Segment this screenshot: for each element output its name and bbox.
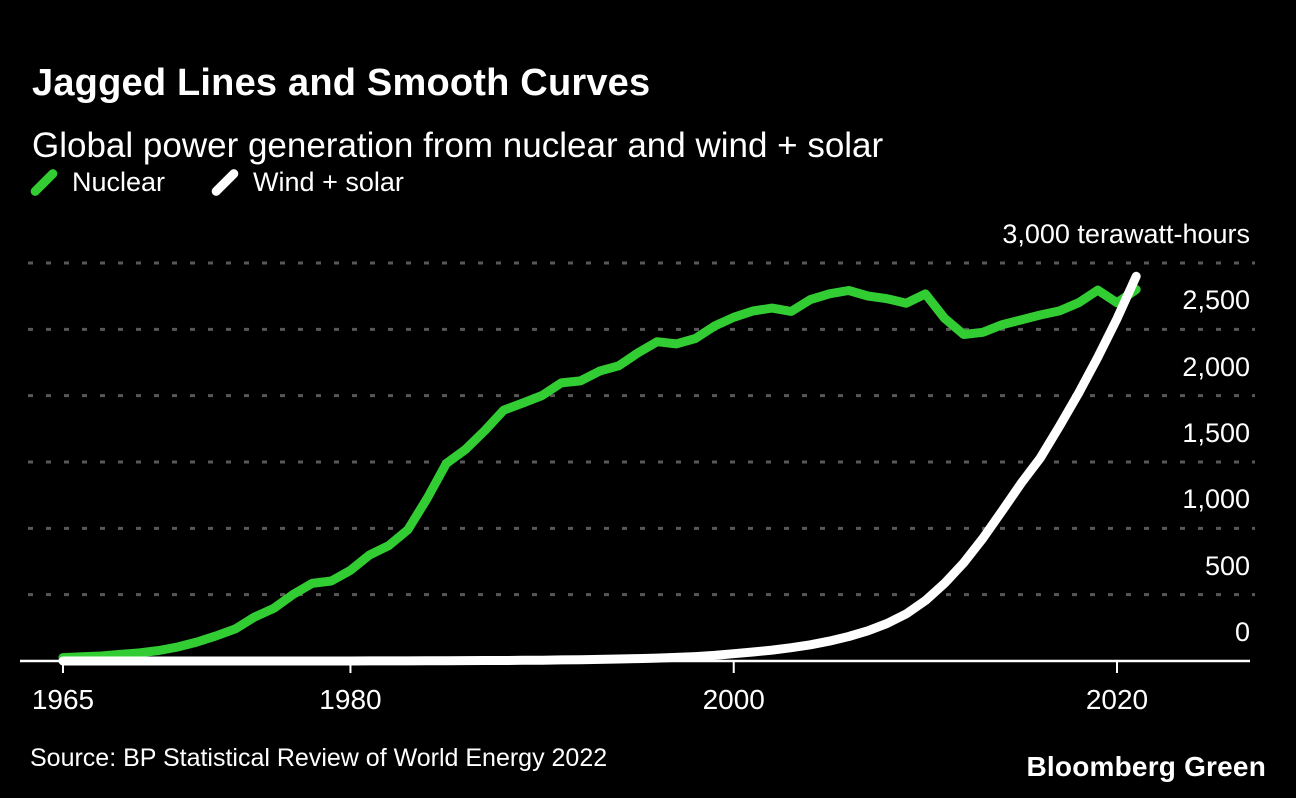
y-axis-label: 2,000 [1182, 351, 1250, 382]
legend-label-nuclear: Nuclear [72, 167, 166, 197]
x-axis-label: 1980 [319, 684, 382, 715]
y-axis-label: 1,500 [1182, 418, 1250, 448]
x-axis-label: 2020 [1085, 684, 1149, 715]
legend: Nuclear Wind + solar [28, 167, 404, 198]
source-note: Source: BP Statistical Review of World E… [30, 744, 608, 772]
y-axis-label: 0 [1234, 617, 1250, 647]
y-axis-label: 1,000 [1182, 484, 1250, 515]
y-axis-label: 500 [1204, 550, 1250, 581]
x-axis-label: 1965 [31, 684, 95, 715]
brand-logo: Bloomberg Green [1026, 751, 1266, 782]
y-axis-label: 3,000 terawatt-hours [1002, 219, 1250, 249]
chart-title: Jagged Lines and Smooth Curves [32, 62, 651, 105]
series-line-nuclear [58, 285, 1141, 663]
y-axis-label: 2,500 [1182, 285, 1250, 316]
chart-subtitle: Global power generation from nuclear and… [32, 126, 884, 165]
legend-label-wind-solar: Wind + solar [253, 167, 404, 197]
legend-item-wind-solar: Wind + solar [209, 167, 404, 198]
legend-item-nuclear: Nuclear [28, 167, 166, 198]
x-axis-label: 2000 [702, 684, 765, 715]
